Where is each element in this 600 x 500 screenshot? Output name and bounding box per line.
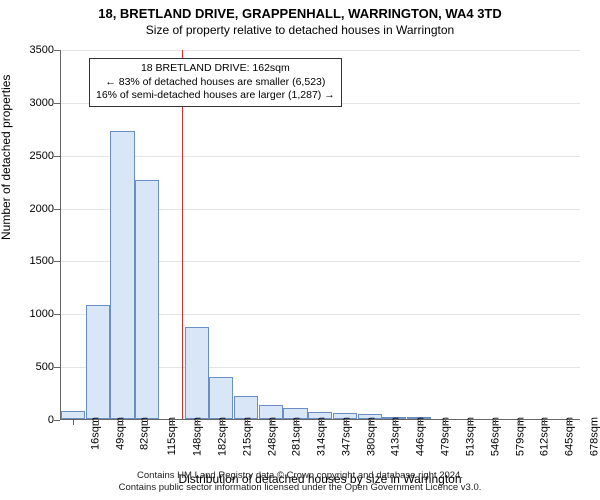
x-tick [519, 419, 520, 425]
bar [185, 327, 209, 419]
y-tick-label: 500 [20, 361, 54, 373]
x-tick [122, 419, 123, 425]
x-tick [470, 419, 471, 425]
y-tick [54, 156, 60, 157]
annotation-line: ← 83% of detached houses are smaller (6,… [96, 76, 335, 90]
x-tick [172, 419, 173, 425]
x-tick [73, 419, 74, 425]
x-tick-label: 49sqm [114, 417, 126, 450]
x-tick [544, 419, 545, 425]
bar [110, 131, 134, 419]
bar [135, 180, 159, 419]
page-title: 18, BRETLAND DRIVE, GRAPPENHALL, WARRING… [0, 0, 600, 21]
bar [209, 377, 233, 419]
y-tick-label: 1500 [20, 255, 54, 267]
bar [234, 396, 258, 419]
x-tick [445, 419, 446, 425]
x-tick [98, 419, 99, 425]
y-tick-label: 2000 [20, 203, 54, 215]
bar [86, 305, 110, 419]
footer-line-1: Contains HM Land Registry data © Crown c… [10, 470, 590, 482]
x-tick [569, 419, 570, 425]
x-tick [296, 419, 297, 425]
page-subtitle: Size of property relative to detached ho… [0, 21, 600, 37]
x-tick [222, 419, 223, 425]
y-axis-label: Number of detached properties [0, 75, 13, 240]
y-tick-label: 3000 [20, 97, 54, 109]
x-tick-label: 16sqm [89, 417, 101, 450]
y-tick [54, 314, 60, 315]
y-tick [54, 50, 60, 51]
y-tick [54, 261, 60, 262]
annotation-box: 18 BRETLAND DRIVE: 162sqm← 83% of detach… [89, 58, 342, 107]
x-tick [271, 419, 272, 425]
footer-attribution: Contains HM Land Registry data © Crown c… [0, 466, 600, 498]
y-tick [54, 367, 60, 368]
y-tick-label: 1000 [20, 308, 54, 320]
x-tick [247, 419, 248, 425]
x-tick [395, 419, 396, 425]
y-tick [54, 103, 60, 104]
x-tick-label: 678sqm [588, 417, 600, 456]
x-tick [147, 419, 148, 425]
x-tick [420, 419, 421, 425]
x-tick [370, 419, 371, 425]
x-tick [197, 419, 198, 425]
bar [61, 411, 85, 419]
y-tick [54, 420, 60, 421]
y-tick [54, 209, 60, 210]
chart-area: 16sqm49sqm82sqm115sqm148sqm182sqm215sqm2… [60, 50, 580, 420]
y-tick-label: 0 [20, 414, 54, 426]
x-tick [495, 419, 496, 425]
x-tick [346, 419, 347, 425]
y-tick-label: 2500 [20, 150, 54, 162]
annotation-line: 16% of semi-detached houses are larger (… [96, 89, 335, 103]
x-tick-label: 82sqm [139, 417, 151, 450]
footer-line-2: Contains public sector information licen… [10, 482, 590, 494]
plot-area: 16sqm49sqm82sqm115sqm148sqm182sqm215sqm2… [60, 50, 580, 420]
x-tick [321, 419, 322, 425]
y-tick-label: 3500 [20, 44, 54, 56]
annotation-line: 18 BRETLAND DRIVE: 162sqm [96, 62, 335, 76]
